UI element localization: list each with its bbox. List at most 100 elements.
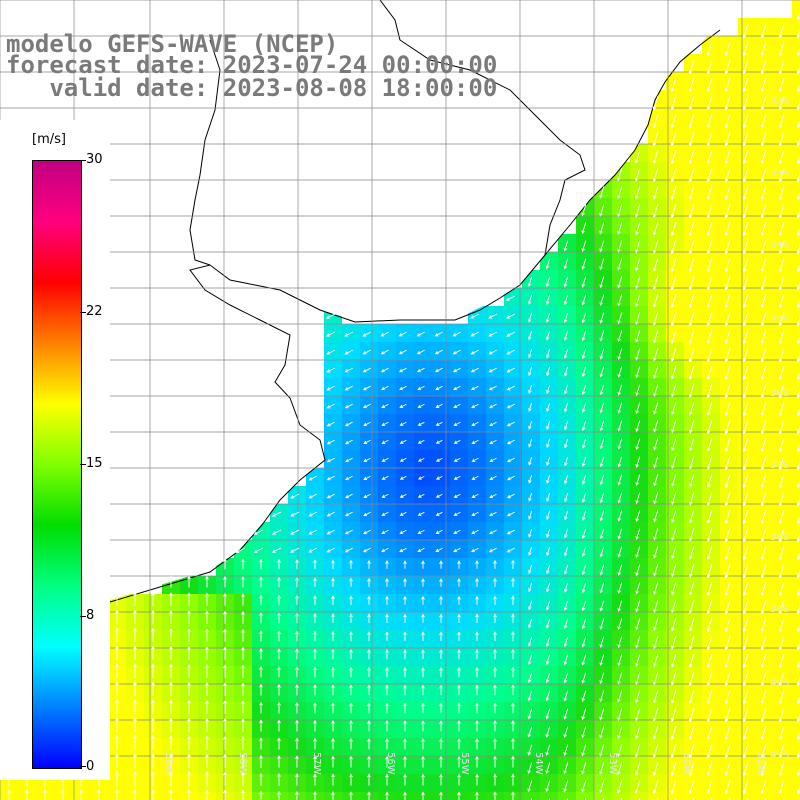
wind-arrow bbox=[778, 311, 785, 327]
wind-arrow bbox=[403, 649, 407, 660]
wind-arrow bbox=[688, 707, 695, 723]
wind-arrow bbox=[367, 791, 371, 800]
wind-arrow bbox=[581, 690, 587, 702]
wind-arrow bbox=[778, 383, 785, 399]
wind-arrow bbox=[115, 699, 119, 715]
wind-arrow bbox=[545, 276, 551, 288]
wind-arrow bbox=[724, 239, 731, 255]
wind-arrow bbox=[475, 649, 479, 660]
wind-arrow bbox=[653, 384, 659, 397]
wind-arrow bbox=[471, 403, 479, 409]
wind-arrow bbox=[742, 473, 749, 489]
lon-label: 51W bbox=[755, 752, 766, 775]
wind-arrow bbox=[511, 666, 515, 678]
wind-arrow bbox=[778, 671, 785, 687]
wind-arrow bbox=[652, 275, 659, 290]
wind-arrow bbox=[760, 23, 767, 39]
wind-arrow bbox=[331, 773, 335, 786]
wind-arrow bbox=[331, 577, 335, 587]
wind-arrow bbox=[506, 439, 515, 445]
wind-arrow bbox=[187, 717, 191, 733]
wind-arrow bbox=[689, 527, 695, 542]
wind-arrow bbox=[742, 545, 749, 561]
field-cell bbox=[522, 792, 540, 800]
field-cell bbox=[792, 468, 800, 486]
wind-arrow bbox=[223, 664, 227, 678]
wind-arrow bbox=[635, 564, 641, 577]
wind-arrow bbox=[349, 755, 353, 768]
wind-arrow bbox=[169, 575, 173, 588]
wind-arrow bbox=[97, 789, 101, 800]
wind-arrow bbox=[688, 599, 695, 614]
wind-arrow bbox=[581, 726, 587, 739]
wind-arrow bbox=[115, 753, 119, 769]
wind-arrow bbox=[670, 311, 677, 327]
wind-arrow bbox=[706, 473, 713, 488]
wind-arrow bbox=[259, 648, 263, 660]
wind-arrow bbox=[331, 559, 335, 569]
wind-arrow bbox=[581, 312, 587, 324]
wind-arrow bbox=[151, 753, 155, 769]
wind-arrow bbox=[259, 772, 263, 786]
wind-arrow bbox=[778, 401, 785, 417]
wind-arrow bbox=[399, 457, 407, 462]
wind-arrow bbox=[187, 610, 191, 624]
wind-arrow bbox=[475, 755, 479, 768]
wind-arrow bbox=[617, 240, 623, 253]
wind-arrow bbox=[742, 581, 749, 597]
wind-arrow bbox=[581, 384, 587, 395]
wind-arrow bbox=[617, 474, 623, 486]
wind-arrow bbox=[581, 510, 587, 521]
wind-arrow bbox=[457, 560, 461, 569]
wind-arrow bbox=[295, 648, 299, 660]
wind-arrow bbox=[187, 771, 191, 787]
wind-arrow bbox=[563, 600, 569, 611]
wind-arrow bbox=[635, 402, 641, 415]
wind-arrow bbox=[599, 744, 605, 757]
wind-arrow bbox=[778, 419, 785, 435]
wind-arrow bbox=[546, 439, 550, 449]
colorbar-tick-mark bbox=[80, 160, 86, 161]
wind-arrow bbox=[421, 773, 425, 786]
wind-arrow bbox=[706, 563, 713, 578]
wind-arrow bbox=[331, 755, 335, 768]
wind-arrow bbox=[471, 529, 479, 535]
wind-arrow bbox=[511, 684, 515, 696]
wind-arrow bbox=[724, 365, 731, 381]
field-cell bbox=[792, 360, 800, 378]
wind-arrow bbox=[724, 689, 731, 705]
wind-arrow bbox=[706, 149, 713, 165]
wind-arrow bbox=[617, 780, 623, 794]
wind-arrow bbox=[688, 635, 695, 650]
wind-arrow bbox=[241, 771, 245, 787]
wind-arrow bbox=[724, 653, 731, 669]
wind-arrow bbox=[471, 439, 479, 444]
wind-arrow bbox=[724, 725, 731, 741]
field-cell bbox=[792, 738, 800, 756]
wind-arrow bbox=[724, 329, 731, 345]
wind-arrow bbox=[599, 546, 605, 558]
wind-arrow bbox=[295, 577, 299, 588]
wind-arrow bbox=[313, 612, 317, 624]
wind-arrow bbox=[545, 726, 551, 738]
wind-arrow bbox=[688, 689, 695, 705]
wind-arrow bbox=[706, 581, 713, 597]
wind-arrow bbox=[115, 591, 119, 607]
wind-arrow bbox=[471, 421, 479, 427]
wind-arrow bbox=[241, 576, 245, 588]
wind-arrow bbox=[493, 649, 497, 660]
wind-arrow bbox=[151, 771, 155, 787]
wind-arrow bbox=[457, 649, 461, 660]
wind-arrow bbox=[670, 203, 677, 219]
wind-arrow bbox=[706, 599, 713, 615]
field-cell bbox=[720, 792, 738, 800]
wind-arrow bbox=[403, 773, 407, 786]
wind-arrow bbox=[635, 312, 641, 325]
wind-arrow bbox=[326, 547, 335, 553]
wind-arrow bbox=[475, 738, 479, 750]
wind-arrow bbox=[295, 790, 299, 800]
wind-arrow bbox=[670, 131, 677, 147]
wind-arrow bbox=[563, 690, 569, 702]
wind-arrow bbox=[223, 646, 227, 660]
wind-arrow bbox=[385, 684, 389, 696]
